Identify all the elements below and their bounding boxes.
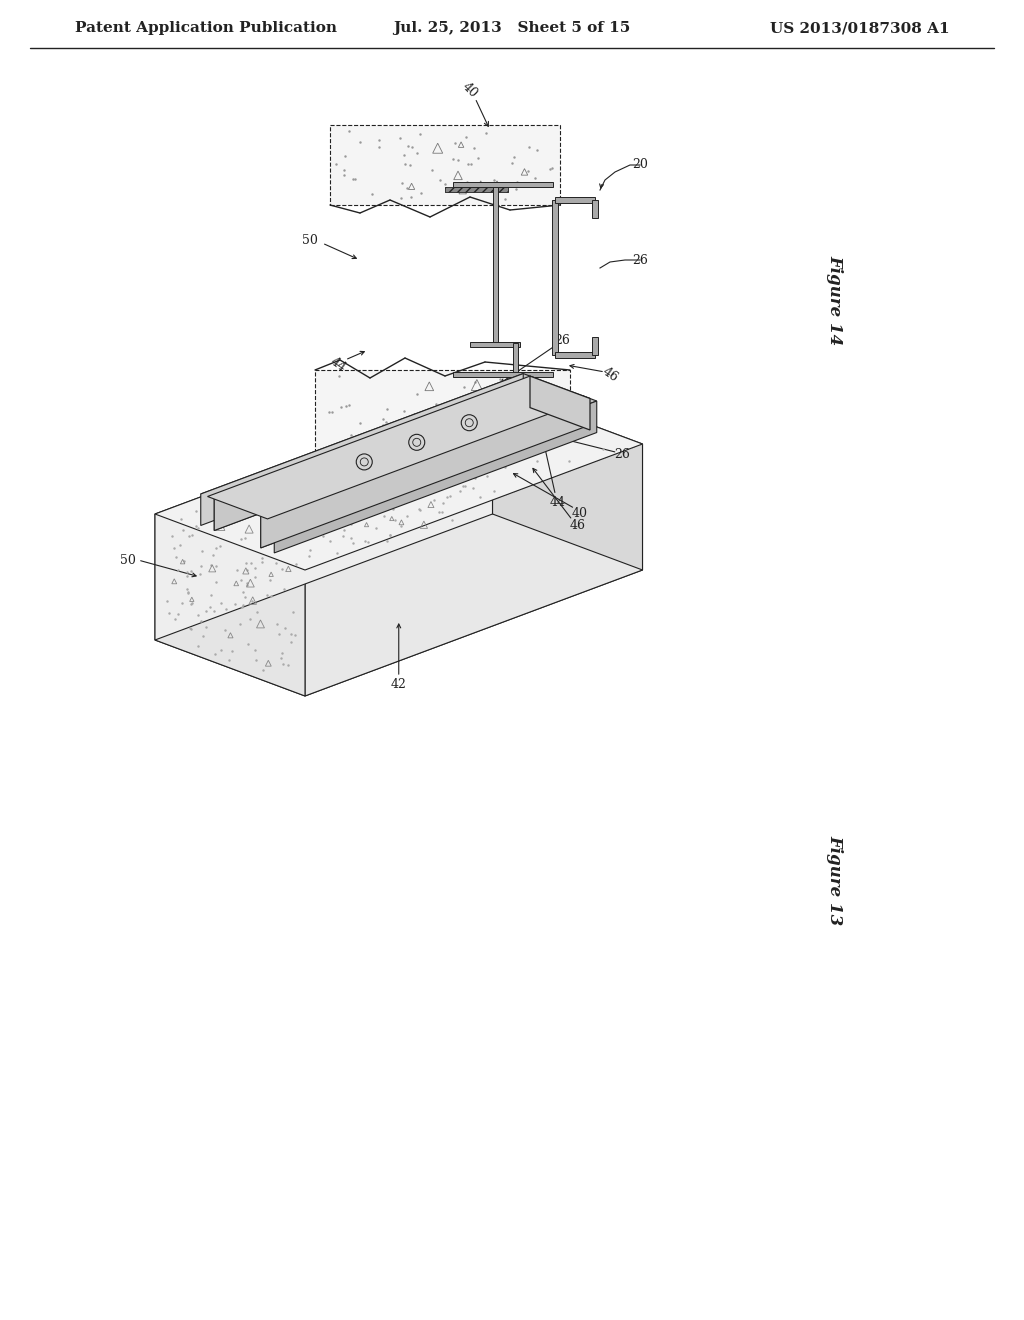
Text: 44: 44 xyxy=(328,355,348,375)
Text: US 2013/0187308 A1: US 2013/0187308 A1 xyxy=(770,21,950,36)
Polygon shape xyxy=(201,374,537,499)
Bar xyxy=(453,182,553,187)
Polygon shape xyxy=(261,396,584,548)
Polygon shape xyxy=(155,513,305,696)
Polygon shape xyxy=(530,376,590,430)
Text: 44: 44 xyxy=(550,496,565,508)
Text: 20: 20 xyxy=(514,396,529,409)
Bar xyxy=(592,337,598,355)
Polygon shape xyxy=(214,379,537,531)
Bar xyxy=(445,187,508,191)
Text: 40: 40 xyxy=(572,507,588,520)
Polygon shape xyxy=(208,376,590,519)
Bar xyxy=(552,201,558,355)
Bar xyxy=(315,370,570,500)
Text: 26: 26 xyxy=(555,334,570,347)
Bar xyxy=(592,201,598,218)
Text: 20: 20 xyxy=(632,158,648,172)
Text: 40: 40 xyxy=(460,79,480,100)
Text: Jul. 25, 2013   Sheet 5 of 15: Jul. 25, 2013 Sheet 5 of 15 xyxy=(393,21,631,36)
Polygon shape xyxy=(201,374,523,525)
Polygon shape xyxy=(261,396,584,548)
Text: 26: 26 xyxy=(632,253,648,267)
Polygon shape xyxy=(274,401,597,553)
Bar xyxy=(555,352,595,358)
Text: 42: 42 xyxy=(424,513,440,527)
Bar xyxy=(470,342,520,347)
Bar xyxy=(445,187,508,191)
Bar xyxy=(330,125,560,205)
Bar xyxy=(453,372,553,378)
Bar xyxy=(555,197,595,203)
Text: Figure 13: Figure 13 xyxy=(826,834,844,925)
Text: 46: 46 xyxy=(569,519,586,532)
Polygon shape xyxy=(155,388,642,570)
Text: 26: 26 xyxy=(614,447,631,461)
Bar xyxy=(513,343,518,374)
Text: 46: 46 xyxy=(600,366,621,385)
Polygon shape xyxy=(214,379,537,531)
Polygon shape xyxy=(493,388,642,570)
Text: 50: 50 xyxy=(302,234,317,247)
Bar xyxy=(493,187,498,345)
Polygon shape xyxy=(305,444,642,696)
Polygon shape xyxy=(155,388,493,640)
Polygon shape xyxy=(261,396,597,521)
Text: 42: 42 xyxy=(391,678,407,692)
Text: Figure 14: Figure 14 xyxy=(826,255,844,345)
Polygon shape xyxy=(155,513,642,696)
Text: Patent Application Publication: Patent Application Publication xyxy=(75,21,337,36)
Text: 50: 50 xyxy=(120,553,136,566)
